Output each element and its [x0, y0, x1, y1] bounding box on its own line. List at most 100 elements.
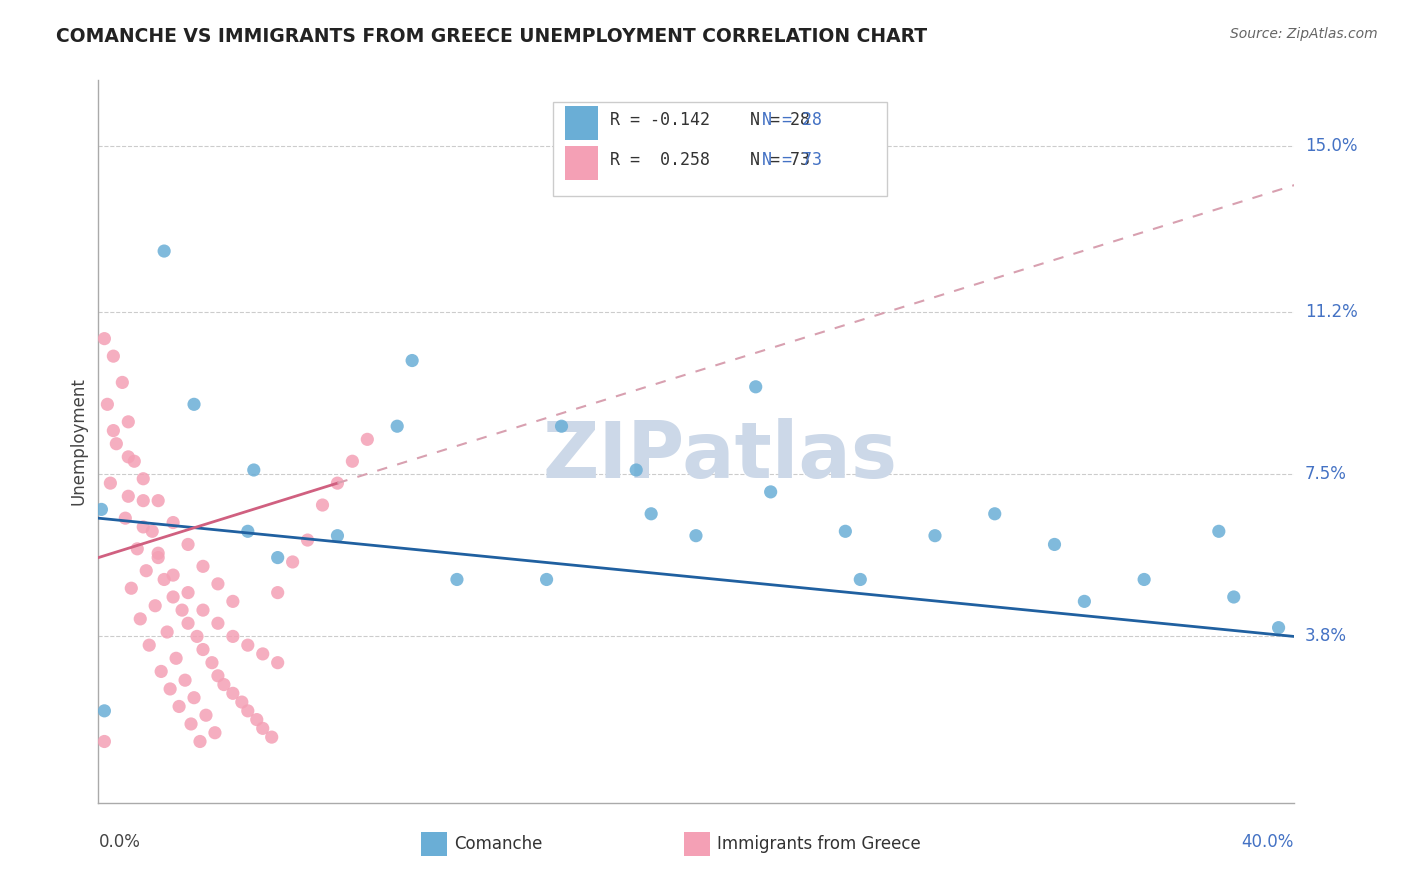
Point — [207, 577, 229, 591]
Point — [536, 573, 558, 587]
Point — [148, 546, 170, 560]
Point — [201, 656, 224, 670]
Point — [141, 524, 163, 539]
Text: 7.5%: 7.5% — [1305, 466, 1347, 483]
Point — [446, 573, 468, 587]
Point — [222, 686, 245, 700]
Point — [162, 568, 184, 582]
Point — [93, 734, 115, 748]
Point — [117, 489, 139, 503]
Point — [207, 616, 229, 631]
Point — [172, 603, 194, 617]
Point — [1223, 590, 1246, 604]
Point — [246, 713, 269, 727]
Point — [267, 585, 290, 599]
Text: R = -0.142    N = 28: R = -0.142 N = 28 — [610, 111, 810, 129]
Point — [1133, 573, 1156, 587]
Point — [252, 722, 274, 736]
Point — [105, 436, 128, 450]
Point — [103, 424, 125, 438]
Point — [342, 454, 364, 468]
Point — [165, 651, 187, 665]
Point — [326, 476, 349, 491]
Point — [98, 476, 122, 491]
Point — [984, 507, 1007, 521]
Point — [132, 472, 155, 486]
Point — [745, 380, 768, 394]
Point — [212, 677, 235, 691]
FancyBboxPatch shape — [565, 146, 598, 179]
Point — [162, 516, 184, 530]
Point — [143, 599, 166, 613]
Point — [1267, 621, 1289, 635]
Point — [685, 529, 707, 543]
Point — [236, 524, 259, 539]
Point — [90, 502, 112, 516]
Point — [267, 550, 290, 565]
Point — [834, 524, 856, 539]
Point — [281, 555, 304, 569]
Text: 3.8%: 3.8% — [1305, 627, 1347, 646]
Point — [191, 642, 214, 657]
Point — [1073, 594, 1095, 608]
Point — [103, 349, 125, 363]
Point — [191, 559, 214, 574]
Point — [626, 463, 648, 477]
Point — [252, 647, 274, 661]
Point — [640, 507, 662, 521]
Point — [401, 353, 423, 368]
Point — [183, 397, 205, 411]
Point — [188, 734, 211, 748]
Point — [124, 454, 146, 468]
Point — [759, 484, 782, 499]
Point — [156, 625, 179, 640]
Point — [129, 612, 152, 626]
Point — [924, 529, 946, 543]
Point — [153, 244, 176, 258]
Point — [1208, 524, 1230, 539]
Point — [138, 638, 160, 652]
Point — [132, 493, 155, 508]
FancyBboxPatch shape — [565, 106, 598, 140]
Point — [117, 415, 139, 429]
Point — [222, 594, 245, 608]
Text: Source: ZipAtlas.com: Source: ZipAtlas.com — [1230, 27, 1378, 41]
Text: 40.0%: 40.0% — [1241, 833, 1294, 851]
Text: N = 28: N = 28 — [762, 111, 821, 129]
Point — [96, 397, 118, 411]
Point — [297, 533, 319, 547]
Point — [93, 704, 115, 718]
Point — [191, 603, 214, 617]
FancyBboxPatch shape — [553, 102, 887, 196]
Point — [153, 573, 176, 587]
Point — [111, 376, 134, 390]
Text: COMANCHE VS IMMIGRANTS FROM GREECE UNEMPLOYMENT CORRELATION CHART: COMANCHE VS IMMIGRANTS FROM GREECE UNEMP… — [56, 27, 928, 45]
Point — [231, 695, 253, 709]
Point — [356, 433, 378, 447]
Point — [167, 699, 190, 714]
Point — [180, 717, 202, 731]
Point — [849, 573, 872, 587]
Text: 0.0%: 0.0% — [98, 833, 141, 851]
Point — [1043, 537, 1066, 551]
Point — [222, 629, 245, 643]
Point — [204, 725, 226, 739]
Y-axis label: Unemployment: Unemployment — [69, 377, 87, 506]
Point — [148, 550, 170, 565]
Text: R =  0.258    N = 73: R = 0.258 N = 73 — [610, 151, 810, 169]
Point — [93, 332, 115, 346]
Point — [174, 673, 197, 688]
Point — [162, 590, 184, 604]
Text: ZIPatlas: ZIPatlas — [543, 418, 897, 494]
Point — [148, 493, 170, 508]
Point — [236, 638, 259, 652]
Point — [159, 681, 181, 696]
Point — [311, 498, 333, 512]
Point — [260, 730, 283, 744]
Point — [117, 450, 139, 464]
Point — [267, 656, 290, 670]
Point — [114, 511, 136, 525]
Text: 15.0%: 15.0% — [1305, 137, 1357, 155]
Point — [183, 690, 205, 705]
FancyBboxPatch shape — [422, 832, 447, 855]
